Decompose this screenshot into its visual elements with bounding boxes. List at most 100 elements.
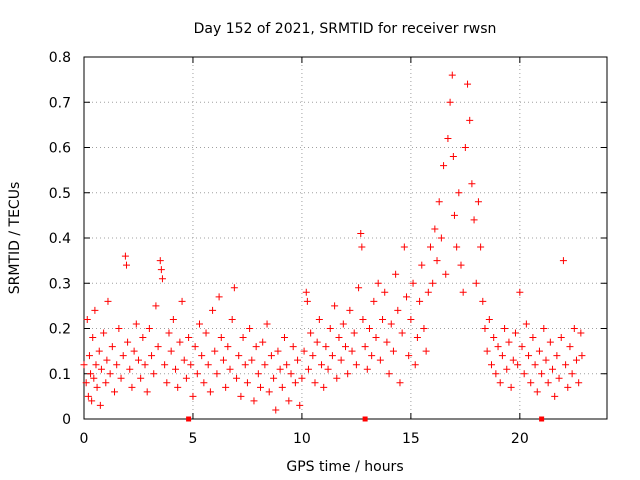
data-point [267,352,275,360]
data-point [387,320,395,328]
data-point [248,356,256,364]
data-point [535,347,543,355]
data-point [252,343,260,351]
data-point [418,261,426,269]
data-point [272,406,280,414]
data-point [92,361,100,369]
data-point [230,284,238,292]
x-tick-labels: 0 5 10 15 20 [80,431,529,447]
data-point [300,347,308,355]
data-point [241,361,249,369]
data-point [89,334,97,342]
data-point [124,338,132,346]
data-point [328,352,336,360]
data-point [104,297,112,305]
data-point [503,365,511,373]
data-point [355,284,363,292]
data-point [226,365,234,373]
data-point [518,343,526,351]
data-point [130,347,138,355]
y-tick-label: 0.4 [49,231,71,247]
y-tick-label: 0.8 [49,50,71,66]
data-point [246,325,254,332]
data-point [148,352,156,360]
data-point [481,325,489,332]
data-point [348,347,356,355]
data-point [403,293,411,301]
data-point [126,365,134,373]
data-point [103,356,111,364]
data-point [431,225,439,233]
data-point [376,356,384,364]
data-point [108,343,116,351]
data-point [167,347,175,355]
data-point [483,347,491,355]
data-point [392,270,400,278]
data-point [429,279,437,287]
data-point [259,338,267,346]
axis-marker [539,416,545,422]
data-point [195,320,203,328]
data-point [261,361,269,369]
data-point [339,320,347,328]
data-point [492,370,500,378]
data-point [331,302,339,310]
data-point [511,329,519,337]
data-point [283,361,291,369]
data-point [520,370,528,378]
data-point [80,361,88,369]
data-point [189,392,197,400]
data-point [304,365,312,373]
data-point [381,288,389,296]
data-point [435,198,443,206]
data-point [496,379,504,387]
data-point [119,352,127,360]
data-point [165,329,173,337]
data-point [457,261,465,269]
data-point [383,338,391,346]
data-point [444,134,452,142]
data-point [287,370,295,378]
data-point [178,297,186,305]
data-point [405,352,413,360]
data-point [93,383,101,391]
data-point [278,383,286,391]
x-axis-label: GPS time / hours [286,459,403,475]
axis-marker [362,416,368,422]
data-point [479,297,487,305]
data-point [566,343,574,351]
data-point [437,234,445,242]
axis-markers [186,416,545,422]
data-point [426,243,434,251]
data-point [318,361,326,369]
grid-lines [84,57,607,419]
data-point [365,325,373,332]
data-point [398,329,406,337]
data-point [309,352,317,360]
data-point [115,325,123,332]
data-point [525,352,533,360]
data-point [509,356,517,364]
data-point [174,383,182,391]
data-point [280,334,288,342]
data-point [549,365,557,373]
data-point [254,370,262,378]
y-tick-label: 0.1 [49,367,71,383]
data-point [346,306,354,314]
x-tick-label: 0 [80,431,89,447]
x-tick-label: 10 [293,431,311,447]
data-point [102,379,110,387]
data-point [176,338,184,346]
data-point [575,379,583,387]
data-point [379,315,387,323]
data-point [152,302,160,310]
data-point [143,388,151,396]
data-point [433,257,441,265]
data-point [453,243,461,251]
data-point [372,334,380,342]
data-point [257,383,265,391]
data-point [239,334,247,342]
data-point [459,288,467,296]
data-point [243,379,251,387]
data-point [490,334,498,342]
